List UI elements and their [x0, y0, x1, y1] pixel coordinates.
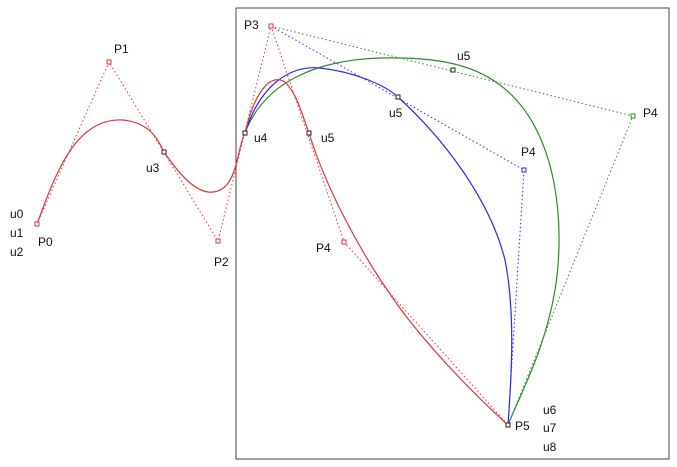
label-p5: P5 [515, 419, 530, 433]
label-p4-red: P4 [316, 241, 331, 255]
control-point-p5[interactable] [505, 422, 511, 428]
control-polygon-red [36, 24, 509, 426]
label-u5-green: u5 [457, 49, 471, 63]
control-point-p0[interactable] [34, 221, 40, 227]
control-point-p3[interactable] [268, 23, 274, 29]
label-p2: P2 [214, 255, 229, 269]
label-u1: u1 [10, 226, 24, 240]
label-u2: u2 [10, 245, 24, 259]
label-p3: P3 [244, 18, 259, 32]
control-point-p4-blue[interactable] [521, 167, 527, 173]
control-polygon-green [270, 25, 634, 426]
control-point-p1[interactable] [106, 59, 112, 65]
curve-green [244, 57, 560, 426]
label-u4: u4 [254, 131, 268, 145]
label-u6: u6 [543, 403, 557, 417]
label-u7: u7 [543, 421, 557, 435]
view-frame [235, 7, 670, 460]
control-point-p2[interactable] [215, 238, 221, 244]
control-point-p4-red[interactable] [341, 239, 347, 245]
knot-marker-u4 [242, 130, 248, 136]
label-p0: P0 [38, 235, 53, 249]
curve-blue [244, 67, 513, 426]
control-point-p4-green[interactable] [630, 113, 636, 119]
label-u8: u8 [543, 440, 557, 454]
label-u5-red: u5 [321, 131, 335, 145]
label-u0: u0 [10, 207, 24, 221]
knot-marker-u5-green [450, 67, 456, 73]
control-polygon-blue [270, 25, 525, 426]
curve-red [36, 79, 509, 426]
label-u3: u3 [146, 161, 160, 175]
knot-marker-u5-red [306, 130, 312, 136]
knot-marker-u3 [161, 149, 167, 155]
label-p4-green: P4 [643, 106, 658, 120]
label-p1: P1 [114, 42, 129, 56]
label-u5-blue: u5 [389, 106, 403, 120]
label-p4-blue: P4 [521, 145, 536, 159]
knot-marker-u5-blue [395, 94, 401, 100]
